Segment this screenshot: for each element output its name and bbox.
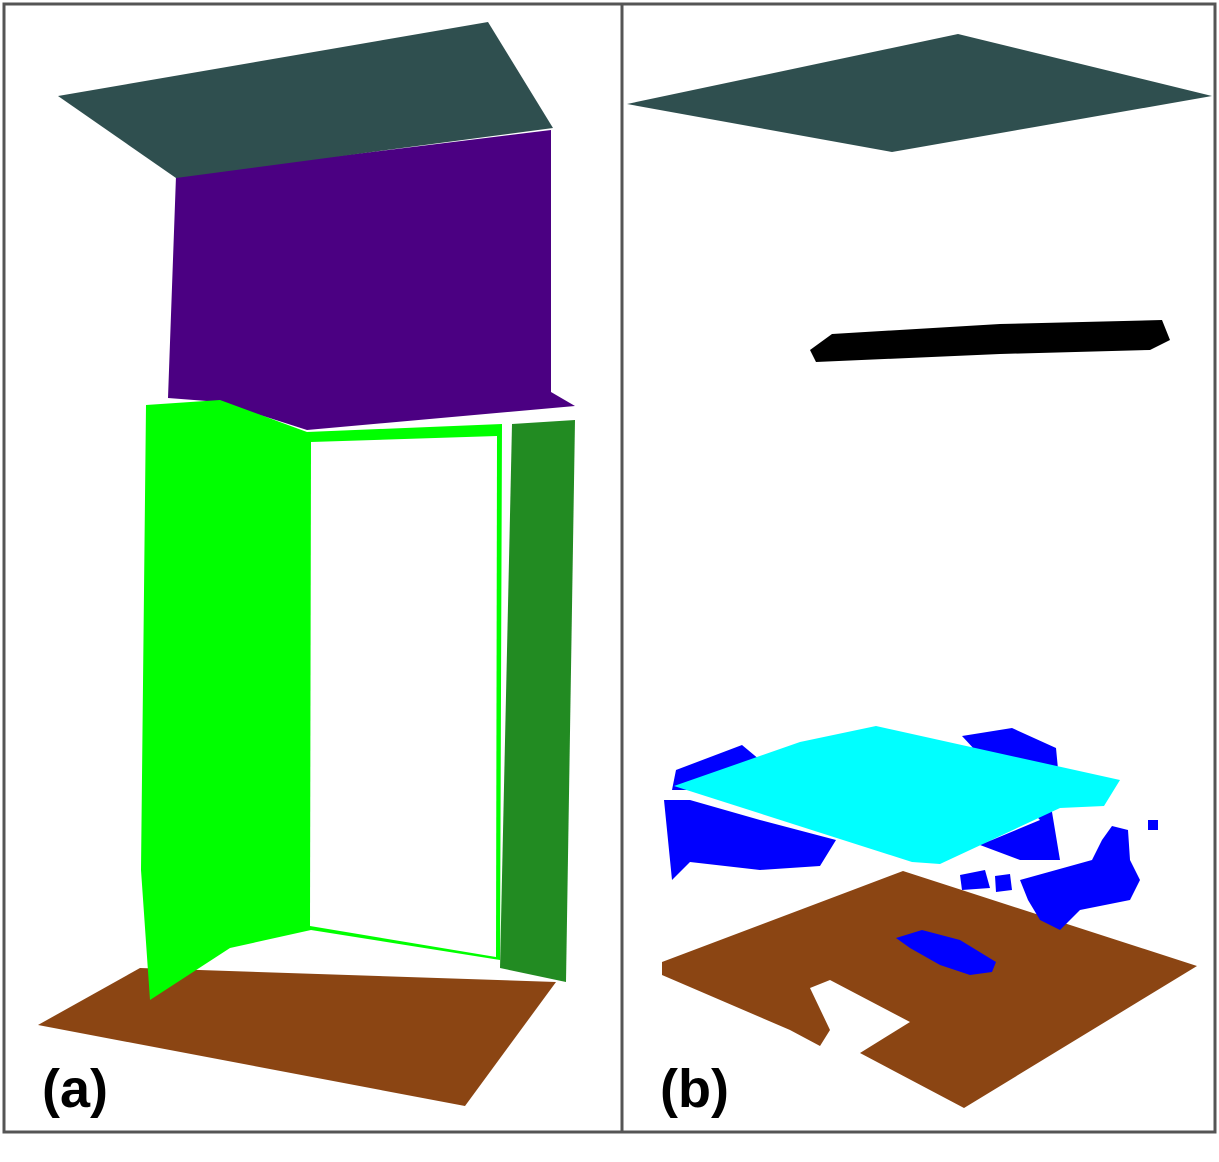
panel-label-a: (a)	[42, 1059, 108, 1119]
door-opening	[310, 436, 497, 957]
back-wall-segment	[168, 130, 575, 430]
chair-segment	[960, 870, 990, 890]
floor-segment	[662, 871, 1197, 1108]
ceiling-segment	[627, 34, 1212, 152]
chair-segment	[1020, 826, 1140, 930]
panel-b	[627, 34, 1212, 1108]
panel-label-b: (b)	[660, 1059, 729, 1119]
lamp-segment	[810, 320, 1170, 362]
table-segment	[674, 726, 1120, 864]
chair-segment	[672, 745, 760, 790]
chair-segment	[995, 874, 1012, 892]
figure-frame	[2, 2, 1217, 1134]
chair-segment	[1148, 820, 1158, 830]
panel-a	[38, 22, 575, 1106]
floor-segment	[38, 968, 556, 1106]
chair-segment	[664, 800, 836, 880]
ceiling-segment	[58, 22, 553, 178]
chair-segment	[896, 930, 996, 975]
right-wall-segment	[500, 420, 575, 982]
